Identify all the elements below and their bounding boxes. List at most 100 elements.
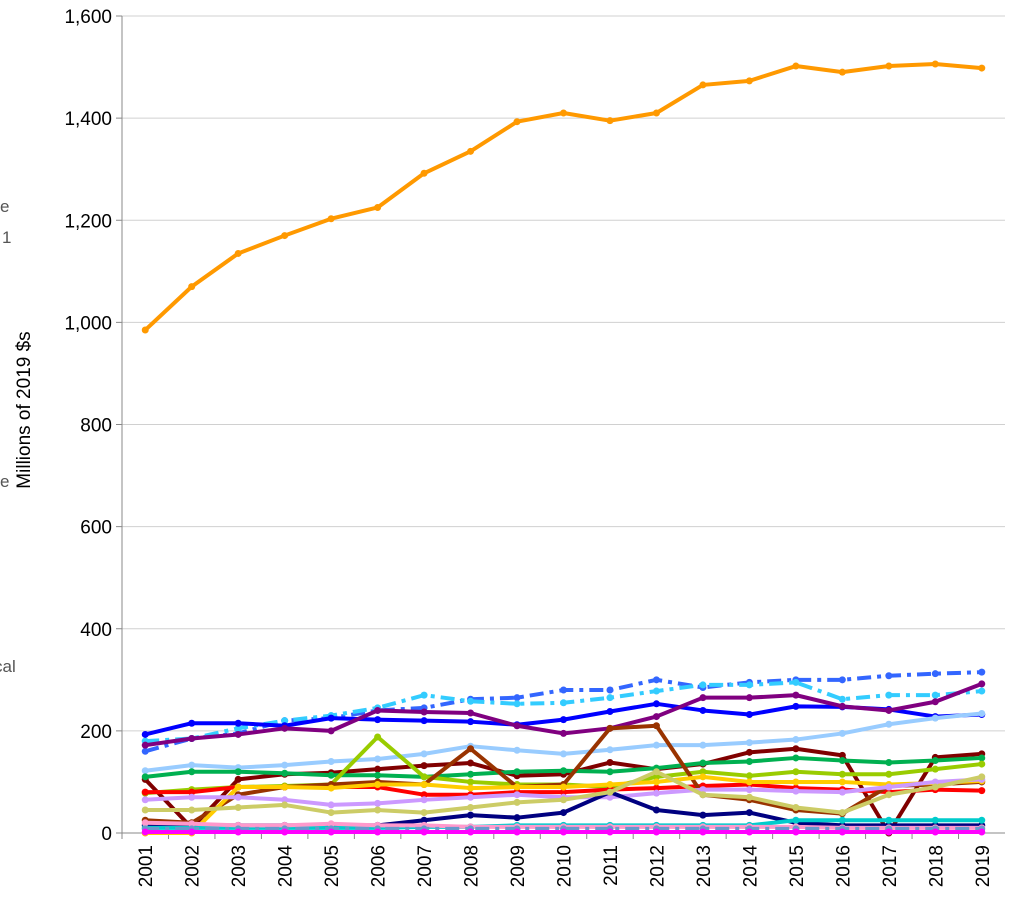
series-marker: [234, 719, 242, 727]
series-marker: [374, 716, 382, 724]
series-marker: [234, 724, 242, 732]
x-tick-label: 2004: [276, 845, 297, 888]
series-marker: [420, 780, 428, 788]
x-tick-label: 2015: [787, 845, 808, 887]
x-tick-label: 2009: [508, 845, 529, 887]
series-marker: [652, 713, 660, 721]
series-marker: [327, 801, 335, 809]
series-marker: [281, 828, 289, 836]
series-marker: [188, 820, 196, 828]
x-tick-label: 2002: [183, 845, 204, 887]
series-marker: [606, 117, 614, 125]
series-marker: [420, 796, 428, 804]
series-marker: [652, 828, 660, 836]
series-marker: [234, 803, 242, 811]
x-tick-label: 2007: [415, 845, 436, 887]
series-marker: [141, 788, 149, 796]
series-marker: [885, 816, 893, 824]
series-marker: [885, 791, 893, 799]
series-marker: [838, 729, 846, 737]
series-marker: [792, 778, 800, 786]
series-marker: [699, 81, 707, 89]
y-tick-label: 400: [80, 620, 112, 641]
annotation: e: [0, 197, 9, 216]
series-marker: [978, 687, 986, 695]
series-marker: [234, 249, 242, 257]
series-marker: [745, 758, 753, 766]
series-marker: [978, 64, 986, 72]
series-marker: [931, 765, 939, 773]
series-marker: [467, 828, 475, 836]
series-marker: [141, 767, 149, 775]
series-marker: [467, 784, 475, 792]
series-marker: [885, 828, 893, 836]
series-marker: [792, 768, 800, 776]
series-marker: [931, 670, 939, 678]
series-marker: [931, 778, 939, 786]
series-marker: [838, 695, 846, 703]
series-marker: [374, 203, 382, 211]
series-marker: [606, 768, 614, 776]
x-tick-label: 2016: [833, 845, 854, 887]
series-marker: [606, 686, 614, 694]
annotation: e: [0, 472, 9, 491]
series-marker: [652, 109, 660, 117]
series-marker: [745, 793, 753, 801]
series-marker: [141, 747, 149, 755]
series-marker: [745, 739, 753, 747]
series-marker: [931, 60, 939, 68]
series-marker: [188, 283, 196, 291]
series-marker: [327, 215, 335, 223]
series-marker: [931, 816, 939, 824]
series-marker: [792, 62, 800, 70]
series-marker: [420, 717, 428, 725]
series-marker: [792, 745, 800, 753]
series-marker: [931, 714, 939, 722]
series-marker: [467, 759, 475, 767]
series-marker: [838, 816, 846, 824]
series-marker: [792, 787, 800, 795]
series-marker: [513, 783, 521, 791]
series-marker: [978, 816, 986, 824]
annotation: 1: [2, 228, 11, 247]
series-marker: [745, 778, 753, 786]
series-marker: [931, 691, 939, 699]
series-marker: [606, 746, 614, 754]
series-marker: [141, 796, 149, 804]
series-marker: [560, 109, 567, 117]
series-marker: [978, 828, 986, 836]
series-marker: [745, 681, 753, 689]
series-marker: [606, 694, 614, 702]
y-tick-label: 1,200: [64, 211, 112, 232]
series-marker: [513, 746, 521, 754]
series-marker: [699, 773, 707, 781]
x-tick-label: 2005: [322, 845, 343, 887]
series-marker: [141, 773, 149, 781]
series-marker: [234, 783, 242, 791]
y-tick-label: 600: [80, 518, 112, 539]
series-marker: [699, 768, 707, 776]
series-marker: [652, 741, 660, 749]
series-marker: [931, 698, 939, 706]
series-marker: [420, 169, 428, 177]
series-line: [144, 670, 982, 754]
series-marker: [327, 809, 335, 817]
x-tick-label: 2017: [880, 845, 901, 887]
series-marker: [188, 735, 196, 743]
series-marker: [560, 828, 567, 836]
series-marker: [560, 809, 567, 817]
series-marker: [467, 718, 475, 726]
series-marker: [420, 691, 428, 699]
series-marker: [560, 750, 567, 758]
series-marker: [652, 778, 660, 786]
series-marker: [513, 768, 521, 776]
series-marker: [652, 806, 660, 814]
series-marker: [792, 691, 800, 699]
series-marker: [652, 773, 660, 781]
series-marker: [606, 828, 614, 836]
series-marker: [141, 819, 149, 827]
series-marker: [467, 803, 475, 811]
series-marker: [699, 811, 707, 819]
x-tick-label: 2014: [740, 845, 761, 888]
series-marker: [420, 828, 428, 836]
